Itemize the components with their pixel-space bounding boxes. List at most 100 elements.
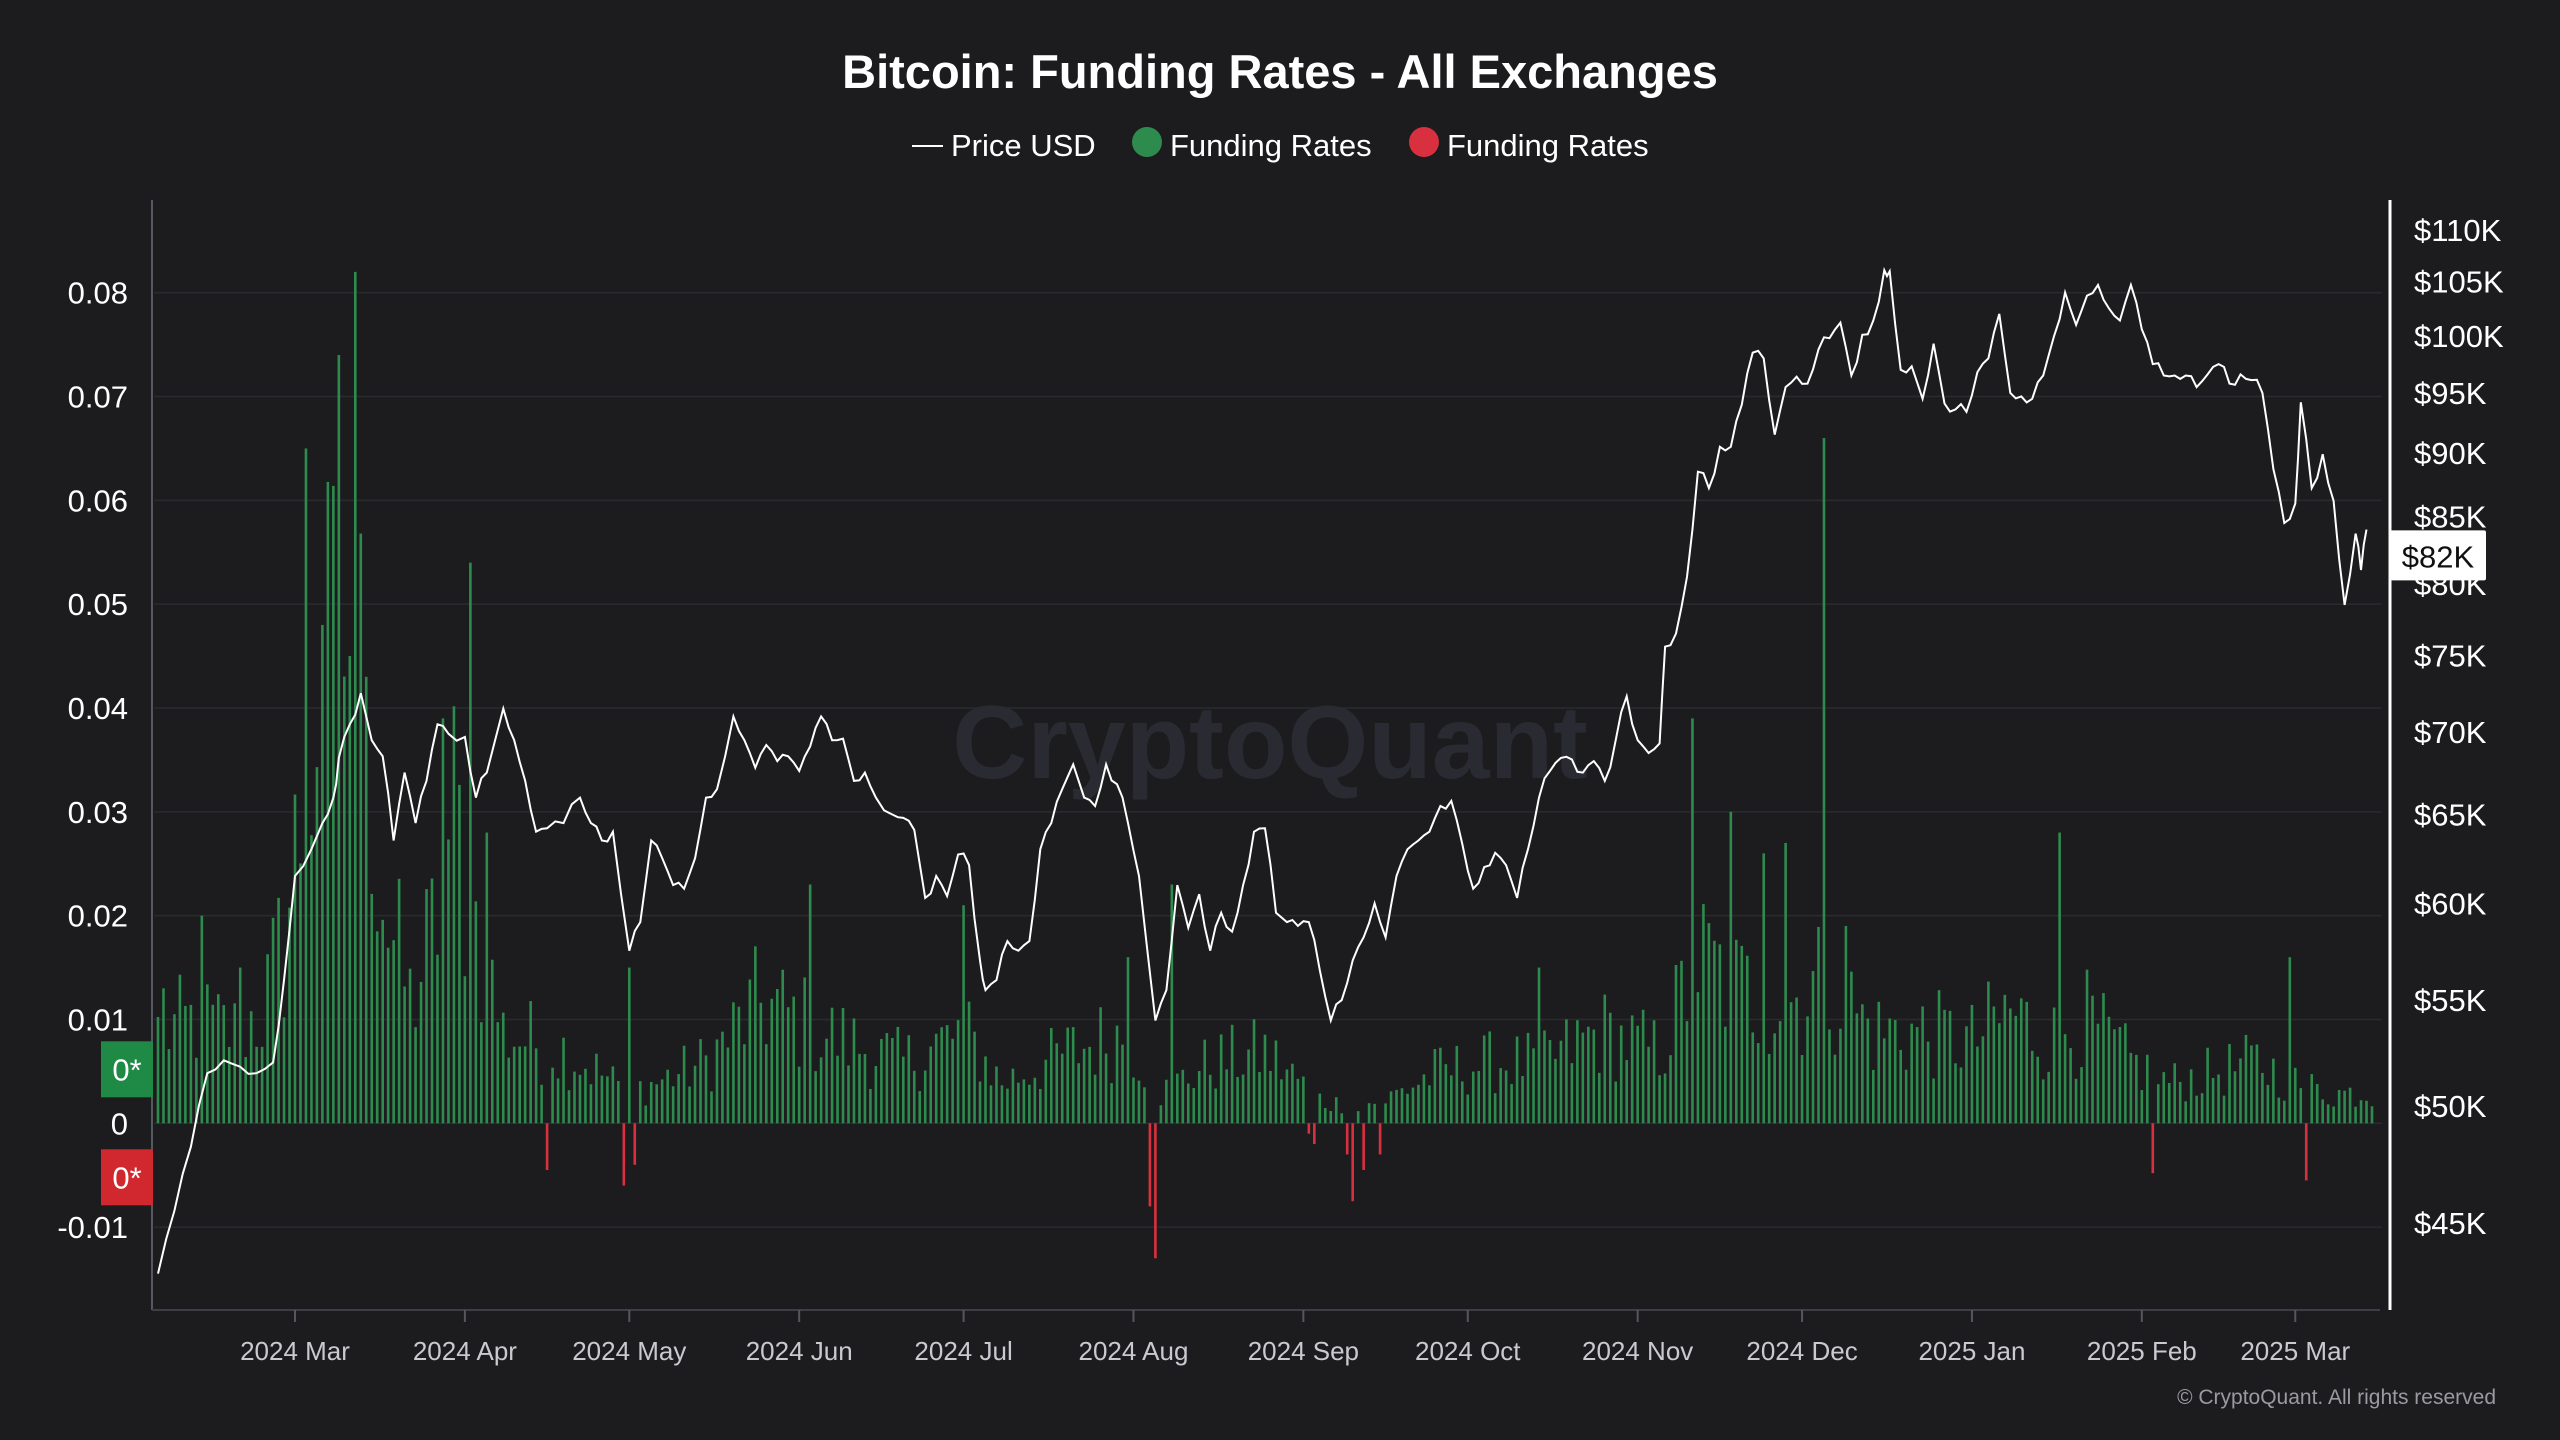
funding-bar-positive xyxy=(2080,1067,2083,1124)
funding-bar-positive xyxy=(1285,1069,1289,1124)
funding-bar-positive xyxy=(918,1091,922,1124)
funding-bar-positive xyxy=(2102,993,2105,1124)
funding-bar-positive xyxy=(2200,1093,2204,1124)
chart-title: Bitcoin: Funding Rates - All Exchanges xyxy=(842,45,1718,98)
positive-funding-bars xyxy=(156,271,2374,1124)
funding-bar-positive xyxy=(419,981,423,1124)
funding-bar-positive xyxy=(463,976,467,1124)
funding-bar-positive xyxy=(2359,1100,2363,1124)
funding-bar-positive xyxy=(1126,957,1130,1124)
funding-bar-positive xyxy=(425,889,428,1124)
funding-bar-positive xyxy=(1504,1070,1508,1124)
funding-bar-positive xyxy=(1992,1006,1996,1124)
funding-bar-positive xyxy=(1471,1071,1475,1124)
funding-bar-positive xyxy=(721,1031,724,1124)
funding-bar-positive xyxy=(1691,718,1694,1124)
funding-bar-positive xyxy=(216,994,220,1124)
funding-bar-positive xyxy=(699,1039,702,1124)
funding-bar-positive xyxy=(770,998,774,1124)
funding-bar-positive xyxy=(2228,1043,2231,1124)
funding-bar-positive xyxy=(1482,1035,1486,1124)
funding-bar-positive xyxy=(173,1014,176,1124)
funding-bar-positive xyxy=(233,1003,237,1124)
funding-bar-positive xyxy=(1214,1088,1217,1124)
funding-bar-positive xyxy=(332,485,335,1124)
funding-bar-positive xyxy=(1526,1032,1530,1124)
funding-bar-positive xyxy=(1855,1013,1859,1124)
funding-bar-positive xyxy=(1082,1048,1086,1124)
funding-bar-positive xyxy=(2250,1045,2253,1124)
funding-bar-positive xyxy=(167,1049,171,1124)
funding-bar-positive xyxy=(255,1046,258,1124)
funding-bar-positive xyxy=(1904,1069,1908,1124)
funding-bar-positive xyxy=(392,940,395,1124)
legend-price-label[interactable]: Price USD xyxy=(951,128,1096,163)
funding-bar-positive xyxy=(885,1033,889,1124)
funding-bar-positive xyxy=(967,1001,971,1124)
funding-bar-positive xyxy=(644,1105,648,1124)
funding-bar-positive xyxy=(825,1038,828,1124)
funding-bar-positive xyxy=(2326,1104,2330,1124)
funding-bar-positive xyxy=(1477,1070,1481,1124)
funding-bar-positive xyxy=(2085,969,2089,1124)
legend-funding-positive-label[interactable]: Funding Rates xyxy=(1170,128,1372,163)
funding-bar-positive xyxy=(1652,1020,1656,1124)
funding-bar-positive xyxy=(765,1044,768,1124)
x-axis-tick-label: 2024 Mar xyxy=(240,1336,350,1366)
funding-bar-positive xyxy=(1641,1009,1645,1124)
funding-bar-negative xyxy=(622,1123,626,1186)
funding-bar-positive xyxy=(1455,1045,1459,1124)
funding-bar-positive xyxy=(282,1017,286,1124)
right-axis-tick-label: $75K xyxy=(2414,639,2487,674)
funding-bar-positive xyxy=(518,1046,521,1124)
funding-bar-positive xyxy=(1608,1012,1612,1124)
funding-bar-negative xyxy=(633,1123,637,1165)
chart-legend: Price USD Funding Rates Funding Rates xyxy=(912,127,1649,163)
funding-bar-positive xyxy=(611,1066,615,1124)
funding-bar-positive xyxy=(1159,1105,1163,1124)
funding-bar-positive xyxy=(386,947,390,1124)
funding-bar-positive xyxy=(1060,1053,1064,1124)
funding-bar-positive xyxy=(562,1037,565,1124)
zero-badge-label: 0* xyxy=(112,1160,141,1195)
x-axis-tick-label: 2024 Dec xyxy=(1746,1336,1857,1366)
funding-bar-positive xyxy=(1926,1041,1930,1124)
funding-bar-positive xyxy=(1811,971,1815,1124)
funding-bar-positive xyxy=(2058,832,2061,1124)
funding-bar-positive xyxy=(2332,1106,2335,1124)
funding-bar-positive xyxy=(2255,1044,2259,1124)
funding-bar-positive xyxy=(2030,1050,2034,1124)
legend-funding-negative-label[interactable]: Funding Rates xyxy=(1447,128,1649,163)
funding-bar-positive xyxy=(1417,1084,1420,1124)
funding-bar-positive xyxy=(2047,1071,2050,1124)
funding-bar-positive xyxy=(995,1066,998,1124)
funding-bar-negative xyxy=(1313,1123,1316,1145)
zero-badge-label: 0* xyxy=(112,1052,141,1087)
funding-bar-positive xyxy=(929,1046,933,1124)
right-axis-tick-label: $55K xyxy=(2414,983,2487,1018)
funding-bar-positive xyxy=(1740,945,1744,1124)
funding-bar-positive xyxy=(688,1086,691,1124)
funding-bar-positive xyxy=(227,1046,231,1124)
funding-bar-positive xyxy=(945,1025,949,1124)
funding-bar-positive xyxy=(2299,1088,2303,1124)
funding-bar-positive xyxy=(2096,1023,2100,1124)
funding-bar-positive xyxy=(1428,1085,1431,1124)
funding-bar-positive xyxy=(743,1044,746,1124)
funding-bar-positive xyxy=(1132,1077,1135,1124)
funding-bar-positive xyxy=(447,839,450,1124)
left-axis-tick-label: 0.03 xyxy=(68,795,128,830)
funding-bar-positive xyxy=(836,1055,839,1124)
funding-bar-positive xyxy=(1510,1084,1513,1124)
funding-bar-positive xyxy=(1000,1085,1004,1124)
funding-bar-positive xyxy=(1866,1018,1870,1124)
funding-bar-positive xyxy=(238,967,242,1124)
funding-bar-positive xyxy=(1488,1031,1491,1124)
funding-bar-positive xyxy=(1713,940,1716,1124)
funding-bar-positive xyxy=(397,878,401,1124)
x-axis-tick-label: 2024 Sep xyxy=(1248,1336,1359,1366)
funding-bar-positive xyxy=(189,1004,193,1124)
price-usd-line xyxy=(157,266,2368,1274)
funding-bar-positive xyxy=(1724,1026,1727,1124)
funding-bar-positive xyxy=(797,1066,801,1124)
